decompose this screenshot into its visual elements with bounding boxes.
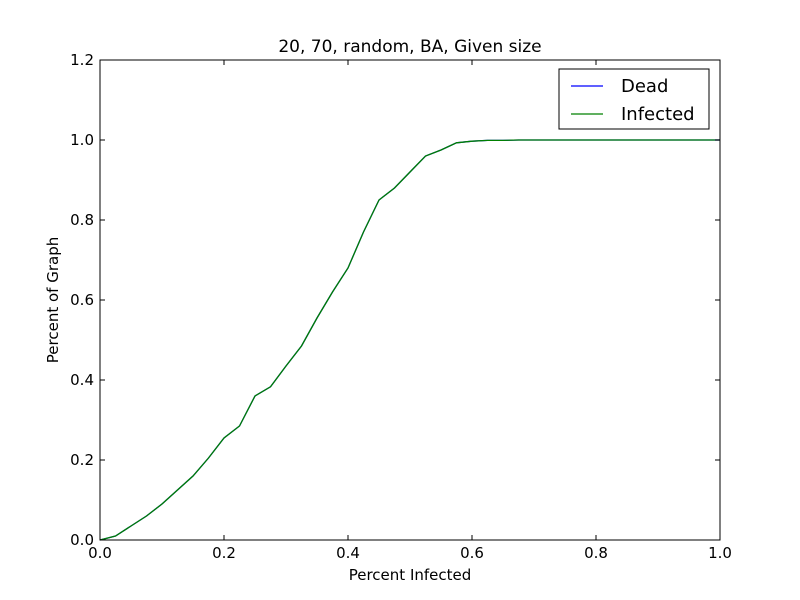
y-tick-label: 1.2 xyxy=(70,51,94,69)
y-tick-label: 0.2 xyxy=(70,451,94,469)
x-tick-label: 0.2 xyxy=(212,544,236,562)
legend: Dead Infected xyxy=(558,68,710,130)
y-tick-label: 0.4 xyxy=(70,371,94,389)
x-tick-label: 0.0 xyxy=(88,544,112,562)
y-tick-label: 0.8 xyxy=(70,211,94,229)
x-tick-label: 1.0 xyxy=(708,544,732,562)
chart-title: 20, 70, random, BA, Given size xyxy=(278,37,541,57)
x-tick-label: 0.4 xyxy=(336,544,360,562)
legend-label-dead: Dead xyxy=(621,76,668,97)
x-axis-label: Percent Infected xyxy=(349,566,472,584)
legend-label-infected: Infected xyxy=(621,104,695,125)
x-tick-label: 0.8 xyxy=(584,544,608,562)
y-tick-label: 0.0 xyxy=(70,531,94,549)
legend-box xyxy=(558,68,710,130)
series-line-dead xyxy=(99,139,720,541)
y-tick-label: 0.6 xyxy=(70,291,94,309)
y-tick-label: 1.0 xyxy=(70,131,94,149)
y-axis-label: Percent of Graph xyxy=(44,237,62,363)
x-tick-label: 0.6 xyxy=(460,544,484,562)
plot-frame xyxy=(99,59,721,541)
series-line-infected xyxy=(99,139,720,541)
